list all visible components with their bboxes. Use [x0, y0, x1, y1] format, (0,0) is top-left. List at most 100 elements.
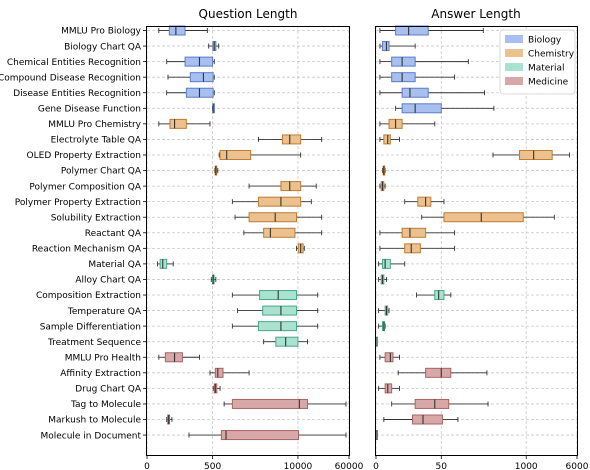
box-drug-chart-qa: [378, 383, 400, 394]
box-gene-disease-function: [212, 103, 215, 114]
box-iqr: [401, 87, 429, 98]
category-label: OLED Property Extraction: [27, 151, 141, 161]
box-iqr: [168, 25, 186, 36]
box-iqr: [220, 430, 300, 441]
question-length-boxes: [157, 25, 347, 441]
question-length-title: Question Length: [199, 7, 298, 21]
box-mmlu-pro-biology: [158, 25, 208, 36]
box-polymer-composition-qa: [248, 181, 317, 192]
box-mmlu-pro-chemistry: [158, 118, 211, 129]
category-label: Compound Disease Recognition: [0, 73, 141, 83]
legend-label: Biology: [528, 36, 562, 46]
box-polymer-property-extraction: [231, 196, 312, 207]
answer-length-x-ticks: 0 50 1000 6000: [373, 455, 589, 470]
category-label: Tag to Molecule: [70, 400, 141, 410]
box-iqr: [164, 352, 183, 363]
category-label: Treatment Sequence: [47, 338, 142, 348]
box-drug-chart-qa: [212, 383, 221, 394]
answer-length-panel: Answer Length 0 50 1000 6000 Biology Chemist…: [373, 7, 589, 470]
box-iqr: [231, 398, 309, 409]
box-iqr: [414, 398, 450, 409]
box-electrolyte-table-qa: [258, 134, 323, 145]
legend-label: Medicine: [528, 78, 569, 88]
legend-swatch: [505, 63, 523, 71]
box-reaction-mechanism-qa: [296, 243, 305, 254]
box-iqr: [159, 258, 168, 269]
box-iqr: [263, 227, 296, 238]
box-chemical-entities-recognition: [166, 56, 215, 67]
box-iqr: [248, 212, 297, 223]
category-label: Affinity Extraction: [60, 369, 141, 379]
box-treatment-sequence: [375, 336, 378, 347]
box-iqr: [391, 56, 416, 67]
box-mmlu-pro-health: [158, 352, 200, 363]
box-biology-chart-qa: [208, 41, 220, 52]
box-material-qa: [378, 258, 406, 269]
question-length-panel: Question Length MMLU Pro Biology Biology …: [0, 7, 364, 470]
box-iqr: [395, 25, 429, 36]
box-iqr: [401, 227, 427, 238]
box-electrolyte-table-qa: [379, 134, 400, 145]
box-iqr: [401, 103, 442, 114]
box-solubility-extraction: [234, 212, 323, 223]
box-oled-property-extraction: [218, 149, 302, 160]
category-label: Chemical Entities Recognition: [7, 58, 141, 68]
domain-legend: Biology Chemistry Material Medicine: [499, 29, 576, 95]
box-compound-disease-recognition: [167, 72, 215, 83]
box-sample-differentiation: [378, 321, 386, 332]
x-tick-label: 60000: [335, 462, 364, 470]
box-iqr: [275, 336, 299, 347]
category-label: Reaction Mechanism QA: [32, 245, 142, 255]
category-label: MMLU Pro Chemistry: [48, 120, 141, 130]
answer-length-boxes: [375, 25, 570, 441]
box-polymer-composition-qa: [379, 181, 386, 192]
box-polymer-chart-qa: [382, 165, 386, 176]
box-affinity-extraction: [209, 367, 250, 378]
category-label: Sample Differentiation: [40, 322, 141, 332]
box-iqr: [404, 243, 421, 254]
category-label: Markush to Molecule: [48, 416, 141, 426]
box-reactant-qa: [243, 227, 323, 238]
category-label: Polymer Property Extraction: [15, 198, 141, 208]
category-label: Solubility Extraction: [51, 213, 141, 223]
x-tick-label: 1000: [515, 462, 538, 470]
box-iqr: [384, 383, 393, 394]
box-composition-extraction: [231, 290, 319, 301]
legend-swatch: [505, 49, 523, 57]
box-iqr: [219, 149, 252, 160]
box-molecule-in-document: [188, 430, 347, 441]
box-temperature-qa: [378, 305, 390, 316]
box-chemical-entities-recognition: [379, 56, 469, 67]
legend-label: Chemistry: [528, 50, 575, 60]
box-iqr: [382, 41, 390, 52]
category-label: Temperature QA: [67, 307, 142, 317]
category-label: Biology Chart QA: [64, 42, 142, 52]
category-label: Molecule in Document: [40, 431, 141, 441]
box-treatment-sequence: [263, 336, 308, 347]
box-iqr: [519, 149, 553, 160]
box-iqr: [214, 367, 224, 378]
x-tick-label: 0: [373, 462, 379, 470]
box-iqr: [383, 134, 391, 145]
box-mmlu-pro-biology: [379, 25, 484, 36]
box-biology-chart-qa: [379, 41, 416, 52]
box-iqr: [262, 305, 297, 316]
box-iqr: [391, 72, 416, 83]
box-disease-entities-recognition: [166, 87, 215, 98]
box-markush-to-molecule: [166, 414, 173, 425]
category-label: Disease Entities Recognition: [13, 89, 141, 99]
category-label: MMLU Pro Health: [65, 353, 141, 363]
box-iqr: [184, 56, 214, 67]
box-disease-entities-recognition: [379, 87, 485, 98]
category-label: Electrolyte Table QA: [51, 136, 142, 146]
box-reactant-qa: [379, 227, 456, 238]
x-tick-label: 0: [144, 462, 150, 470]
box-polymer-chart-qa: [214, 165, 219, 176]
x-tick-label: 6000: [566, 462, 589, 470]
box-mmlu-pro-chemistry: [379, 118, 436, 129]
category-label: MMLU Pro Biology: [61, 27, 142, 37]
box-material-qa: [157, 258, 174, 269]
box-alloy-chart-qa: [210, 274, 217, 285]
category-label: Gene Disease Function: [38, 105, 141, 115]
